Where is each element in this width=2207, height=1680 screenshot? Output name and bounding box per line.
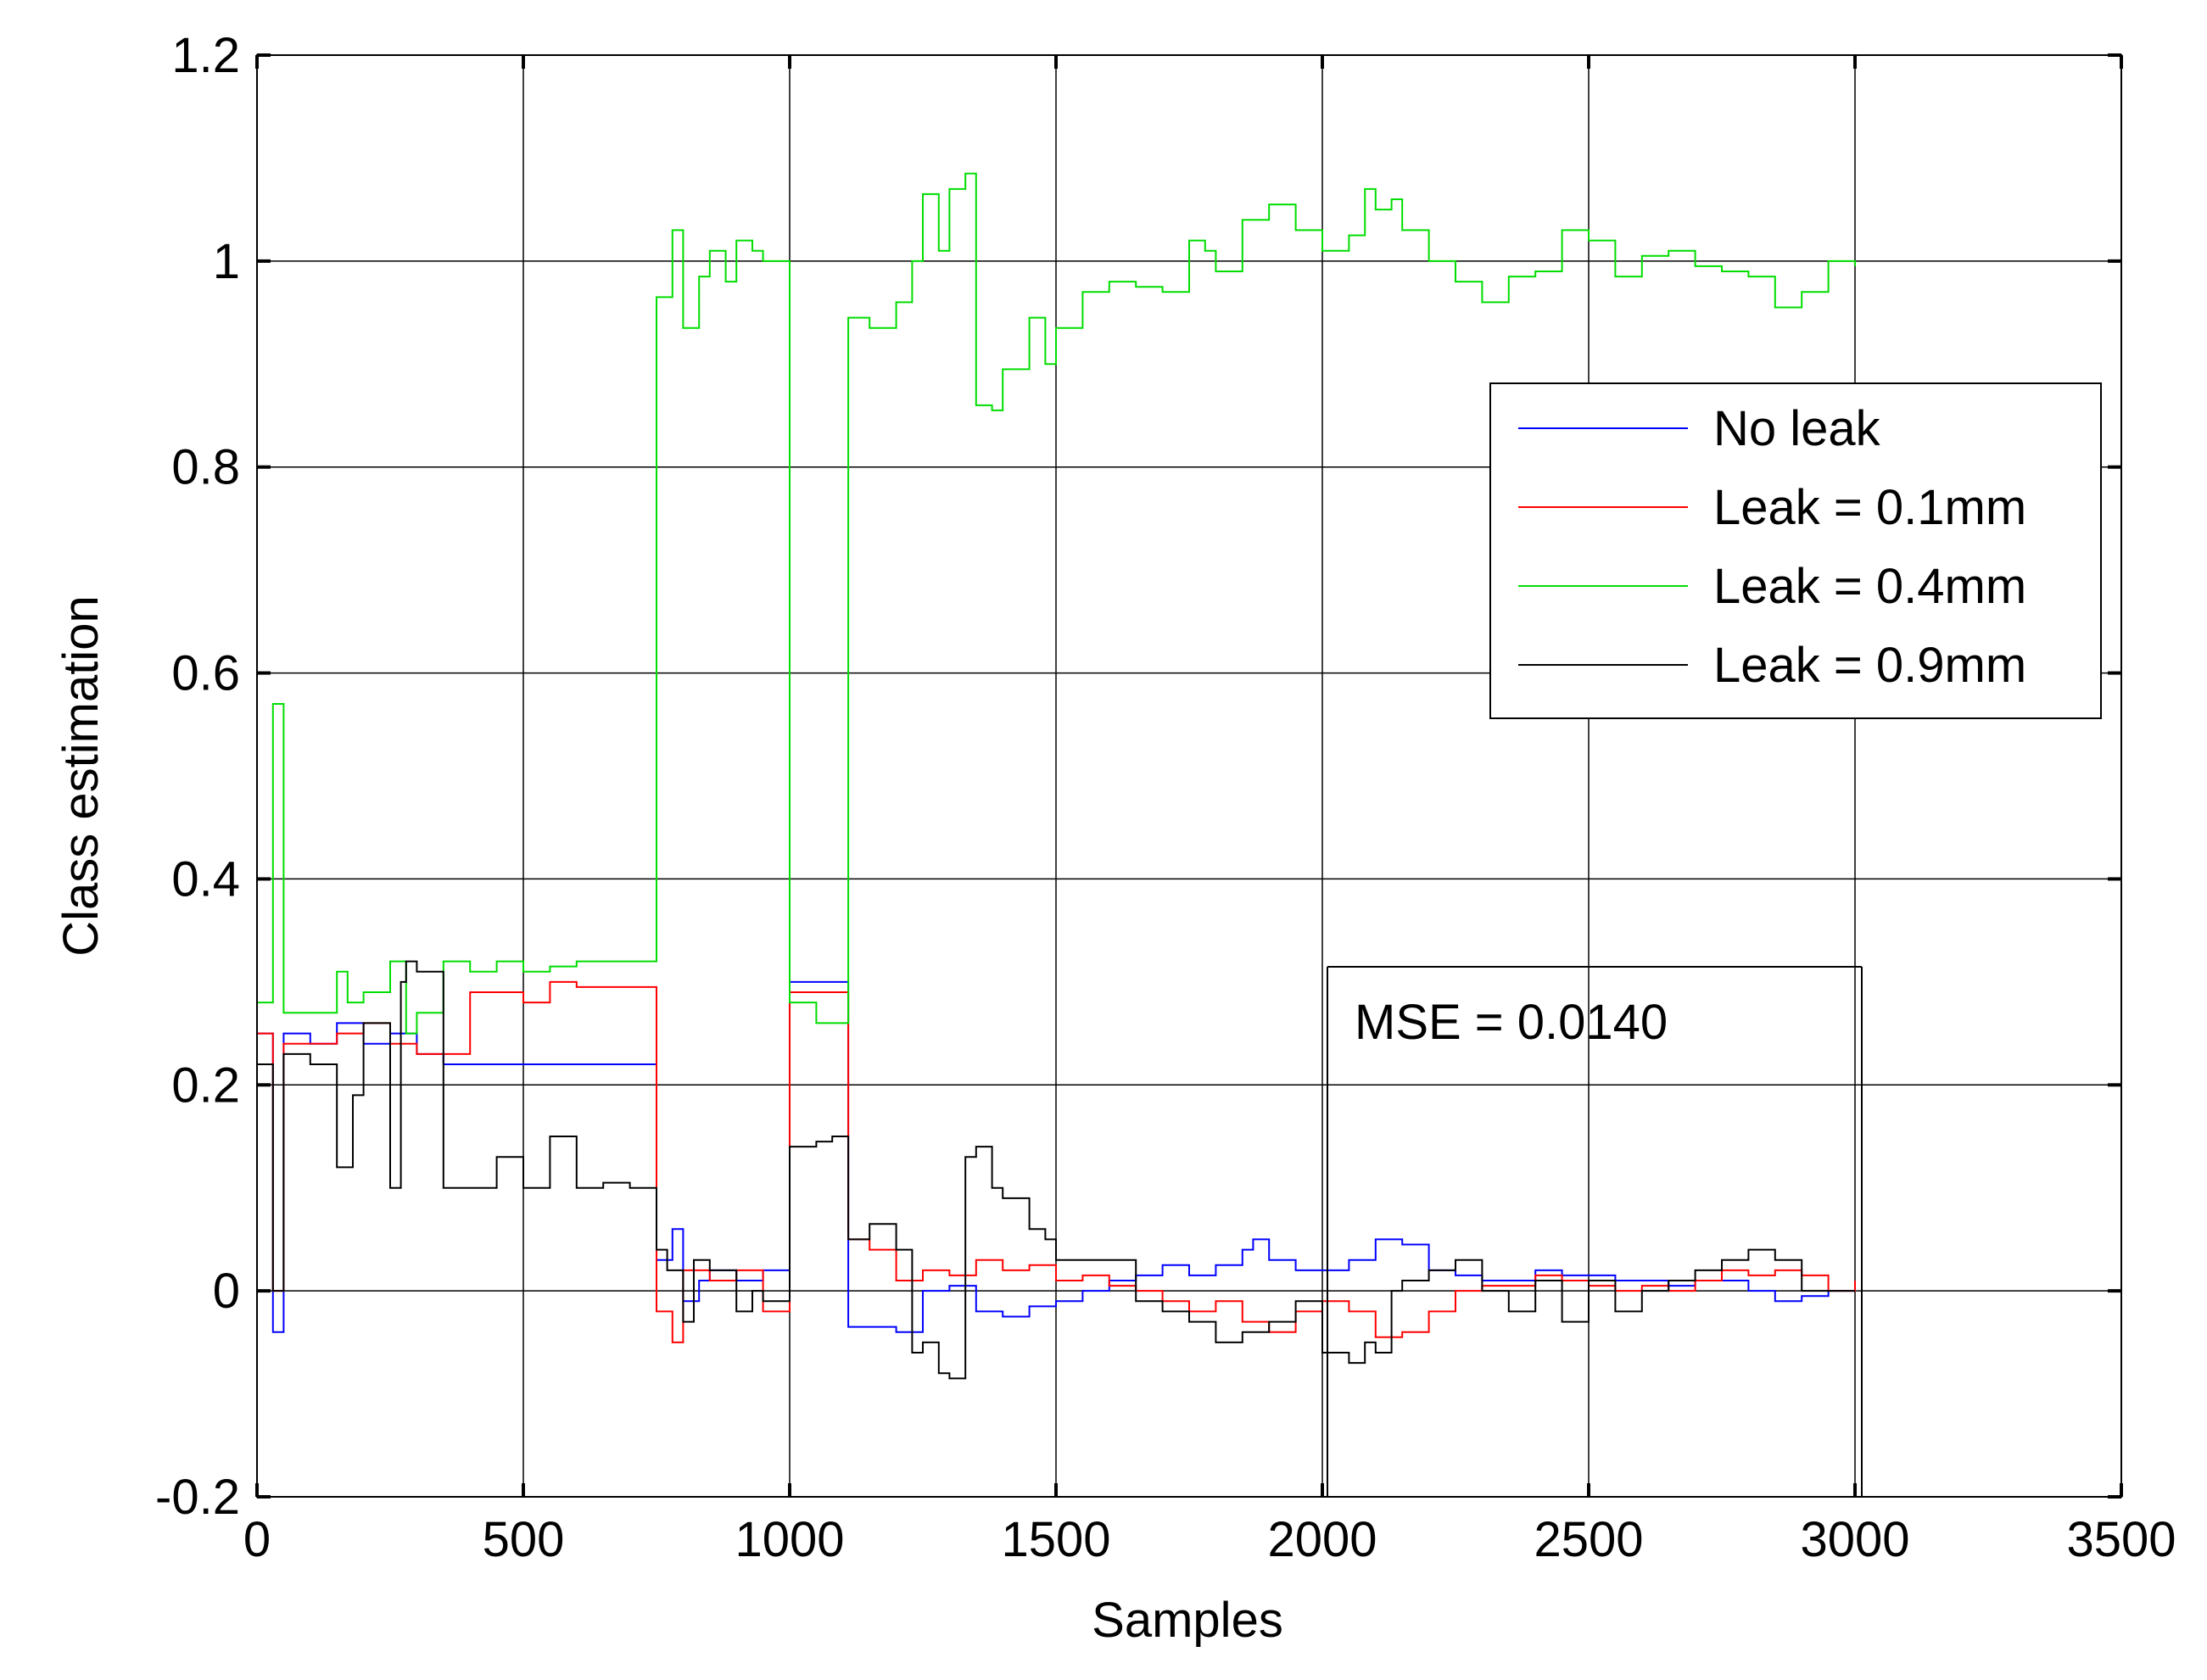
x-tick-label: 500 (483, 1512, 565, 1567)
mse-annotation: MSE = 0.0140 (1355, 995, 1668, 1050)
y-tick-labels: -0.2 0 0.2 0.4 0.6 0.8 1 1.2 (155, 28, 240, 1525)
y-axis-label: Class estimation (53, 595, 109, 956)
y-tick-label: 1.2 (171, 28, 240, 83)
legend: No leak Leak = 0.1mm Leak = 0.4mm Leak = 0.… (1489, 382, 2102, 719)
x-tick-label: 3000 (1800, 1512, 1909, 1567)
annotation-box: MSE = 0.0140 (1327, 966, 1863, 1497)
legend-label: No leak (1713, 401, 1881, 456)
legend-label: Leak = 0.4mm (1713, 559, 2026, 614)
y-tick-label: 0.4 (171, 851, 240, 907)
x-axis-label: Samples (1092, 1593, 1283, 1648)
plot-area-frame (256, 54, 2122, 1498)
y-tick-label: 0.6 (171, 646, 240, 701)
legend-box (1489, 382, 2102, 719)
legend-entries: No leak Leak = 0.1mm Leak = 0.4mm Leak = 0.… (1518, 401, 2026, 693)
y-tick-label: -0.2 (155, 1470, 240, 1525)
x-tick-labels: 0 500 1000 1500 2000 2500 3000 3500 (243, 1512, 2176, 1567)
legend-label: Leak = 0.1mm (1713, 480, 2026, 535)
y-tick-label: 0.8 (171, 440, 240, 495)
x-tick-label: 2000 (1267, 1512, 1377, 1567)
x-tick-label: 3500 (2066, 1512, 2176, 1567)
x-tick-label: 1000 (735, 1512, 844, 1567)
x-tick-label: 2500 (1534, 1512, 1643, 1567)
y-tick-label: 1 (213, 234, 240, 289)
legend-label: Leak = 0.9mm (1713, 638, 2026, 693)
series-line-2 (257, 172, 1856, 1035)
axis-ticks (255, 53, 2123, 1499)
series-lines (257, 172, 1856, 1380)
series-line-1 (257, 980, 1856, 1343)
x-tick-label: 1500 (1001, 1512, 1110, 1567)
y-tick-label: 0 (213, 1264, 240, 1319)
series-line-3 (257, 960, 1855, 1380)
y-tick-label: 0.2 (171, 1058, 240, 1113)
x-tick-label: 0 (243, 1512, 271, 1567)
